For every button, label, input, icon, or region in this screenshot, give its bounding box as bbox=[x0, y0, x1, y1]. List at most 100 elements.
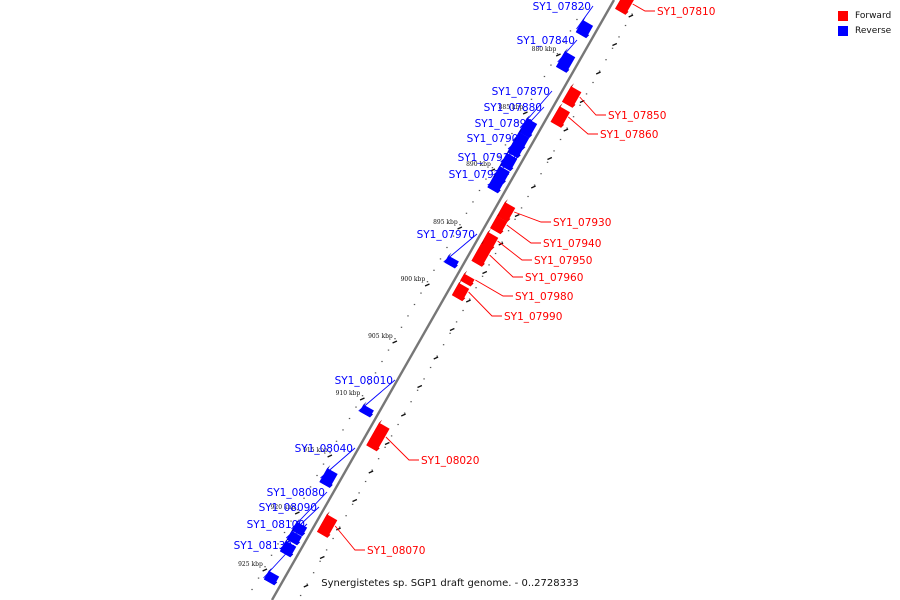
gene-arrow[interactable] bbox=[263, 570, 280, 586]
gene-arrow[interactable] bbox=[451, 282, 470, 302]
scale-dot bbox=[504, 144, 507, 146]
gene-label[interactable]: SY1_07980 bbox=[515, 291, 573, 303]
gene-label[interactable]: SY1_07860 bbox=[600, 129, 658, 141]
gene-label[interactable]: SY1_07900 bbox=[467, 133, 525, 145]
scale-dot bbox=[514, 218, 516, 220]
gene-label[interactable]: SY1_07850 bbox=[608, 110, 666, 122]
scale-dot bbox=[361, 395, 364, 397]
gene-label[interactable]: SY1_08130 bbox=[234, 540, 292, 552]
scale-dot bbox=[309, 486, 312, 488]
gene-sy1-08010[interactable]: SY1_08010 bbox=[335, 375, 396, 418]
gene-sy1-07810[interactable]: SY1_07810 bbox=[615, 0, 715, 18]
kbp-tick-label: 910 kbp bbox=[336, 390, 361, 397]
gene-sy1-07850[interactable]: SY1_07850 bbox=[562, 83, 666, 122]
gene-sy1-07970[interactable]: SY1_07970 bbox=[417, 229, 478, 269]
gene-sy1-08070[interactable]: SY1_08070 bbox=[317, 511, 425, 557]
kbp-tick-label: 900 kbp bbox=[401, 276, 426, 283]
gene-label[interactable]: SY1_07910 bbox=[458, 152, 516, 164]
gene-label[interactable]: SY1_07990 bbox=[504, 311, 562, 323]
gene-label[interactable]: SY1_08090 bbox=[259, 502, 317, 514]
scale-dot bbox=[335, 440, 338, 442]
scale-dot bbox=[449, 332, 451, 334]
scale-dashes-right bbox=[303, 14, 634, 588]
gene-label[interactable]: SY1_08070 bbox=[367, 545, 425, 557]
gene-arrow[interactable] bbox=[490, 215, 508, 235]
gene-leader-line bbox=[579, 96, 606, 116]
scale-dot bbox=[306, 583, 308, 585]
gene-arrow[interactable] bbox=[487, 176, 504, 194]
gene-label[interactable]: SY1_07890 bbox=[475, 118, 533, 130]
scale-dot bbox=[426, 281, 429, 283]
scale-dot bbox=[400, 326, 403, 328]
scale-dot bbox=[390, 435, 393, 437]
gene-arrow[interactable] bbox=[497, 202, 516, 222]
gene-sy1-07950[interactable]: SY1_07950 bbox=[481, 228, 592, 267]
gene-label[interactable]: SY1_08020 bbox=[421, 455, 479, 467]
gene-label[interactable]: SY1_07840 bbox=[517, 35, 575, 47]
gene-sy1-08020[interactable]: SY1_08020 bbox=[366, 419, 479, 467]
gene-arrow[interactable] bbox=[550, 106, 570, 128]
gene-arrow[interactable] bbox=[615, 0, 634, 15]
gene-leader-line bbox=[279, 523, 308, 550]
gene-sy1-08100[interactable]: SY1_08100 bbox=[247, 519, 308, 558]
gene-arrow[interactable] bbox=[317, 514, 338, 538]
kbp-tick-label: 925 kbp bbox=[238, 561, 263, 568]
gene-label[interactable]: SY1_07870 bbox=[492, 86, 550, 98]
scale-dot bbox=[416, 389, 419, 391]
scale-dot bbox=[618, 36, 620, 38]
gene-arrow[interactable] bbox=[291, 521, 308, 537]
scale-dot bbox=[592, 81, 594, 84]
gene-sy1-07980[interactable]: SY1_07980 bbox=[460, 270, 573, 303]
scale-dot bbox=[381, 360, 383, 363]
gene-label[interactable]: SY1_07930 bbox=[553, 217, 611, 229]
scale-dot bbox=[329, 452, 331, 454]
gene-arrow[interactable] bbox=[471, 243, 492, 267]
gene-sy1-07920[interactable]: SY1_07920 bbox=[449, 169, 510, 194]
gene-label[interactable]: SY1_08100 bbox=[247, 519, 305, 531]
gene-arrow[interactable] bbox=[556, 51, 576, 73]
gene-arrow[interactable] bbox=[481, 231, 499, 251]
gene-label[interactable]: SY1_07940 bbox=[543, 238, 601, 250]
gene-sy1-07820[interactable]: SY1_07820 bbox=[533, 1, 594, 39]
scale-dot bbox=[296, 509, 299, 511]
gene-arrow[interactable] bbox=[562, 86, 582, 108]
gene-sy1-07940[interactable]: SY1_07940 bbox=[490, 212, 601, 250]
gene-arrow[interactable] bbox=[366, 422, 390, 452]
scale-dot bbox=[407, 315, 409, 317]
scale-dash bbox=[482, 270, 488, 275]
gene-label[interactable]: SY1_07820 bbox=[533, 1, 591, 13]
gene-sy1-08090[interactable]: SY1_08090 bbox=[259, 502, 320, 546]
gene-sy1-07960[interactable]: SY1_07960 bbox=[471, 240, 584, 284]
gene-label[interactable]: SY1_07810 bbox=[657, 6, 715, 18]
gene-arrow[interactable] bbox=[575, 19, 594, 39]
gene-label[interactable]: SY1_07880 bbox=[484, 102, 542, 114]
gene-label[interactable]: SY1_07950 bbox=[534, 255, 592, 267]
scale-dot bbox=[303, 497, 305, 499]
gene-sy1-07990[interactable]: SY1_07990 bbox=[451, 279, 563, 323]
scale-dot bbox=[598, 70, 601, 72]
scale-dot bbox=[355, 406, 357, 408]
gene-label[interactable]: SY1_07920 bbox=[449, 169, 507, 181]
gene-sy1-08130[interactable]: SY1_08130 bbox=[234, 540, 295, 586]
scale-dot bbox=[472, 201, 474, 203]
scale-dot bbox=[478, 189, 481, 192]
kbp-tick bbox=[294, 511, 300, 515]
gene-arrow[interactable] bbox=[319, 468, 338, 488]
gene-arrow[interactable] bbox=[460, 273, 475, 287]
gene-label[interactable]: SY1_08080 bbox=[267, 487, 325, 499]
gene-sy1-08040[interactable]: SY1_08040 bbox=[295, 443, 356, 488]
scale-dot bbox=[374, 372, 377, 374]
gene-label[interactable]: SY1_07960 bbox=[525, 272, 583, 284]
gene-sy1-07870[interactable]: SY1_07870 bbox=[492, 86, 553, 138]
gene-label[interactable]: SY1_08010 bbox=[335, 375, 393, 387]
scale-dot bbox=[585, 93, 588, 95]
gene-label[interactable]: SY1_08040 bbox=[295, 443, 353, 455]
gene-label[interactable]: SY1_07970 bbox=[417, 229, 475, 241]
gene-sy1-07860[interactable]: SY1_07860 bbox=[550, 103, 659, 141]
gene-sy1-07930[interactable]: SY1_07930 bbox=[497, 199, 611, 229]
gene-arrow[interactable] bbox=[518, 118, 538, 138]
gene-sy1-07840[interactable]: SY1_07840 bbox=[517, 35, 578, 73]
scale-dot bbox=[517, 121, 520, 123]
scale-dot bbox=[524, 110, 526, 112]
scale-dash bbox=[465, 299, 471, 303]
